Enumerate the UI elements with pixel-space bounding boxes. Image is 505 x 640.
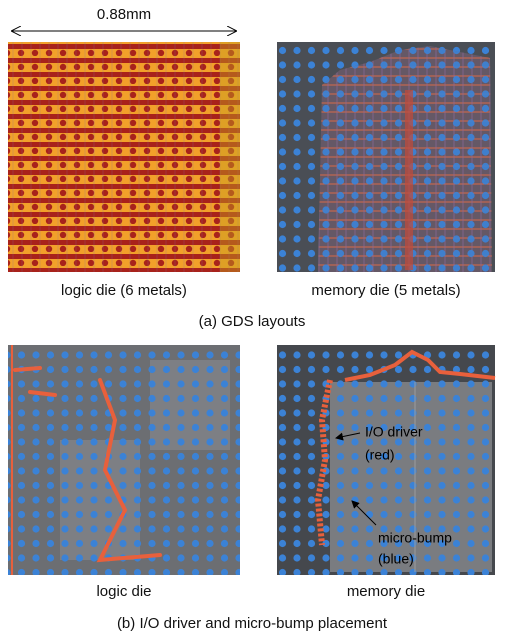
caption: logic die <box>96 583 151 600</box>
caption: logic die (6 metals) <box>61 282 187 299</box>
caption: memory die (5 metals) <box>311 282 460 299</box>
logic-die-placement <box>8 345 240 575</box>
annotation: micro-bump <box>378 530 452 546</box>
annotation-arrow <box>351 500 377 526</box>
panel-caption: (a) GDS layouts <box>199 313 306 330</box>
caption: memory die <box>347 583 425 600</box>
annotation: I/O driver <box>365 424 423 440</box>
memory-die-placement: I/O driver (red) micro-bump (blue) <box>277 345 496 575</box>
scale-label: 0.88mm <box>97 6 151 23</box>
annotation-arrow <box>335 432 361 441</box>
annotation: (red) <box>365 447 395 463</box>
memory-die-gds <box>277 42 495 272</box>
annotation: (blue) <box>378 551 414 567</box>
logic-die-gds <box>8 42 240 272</box>
panel-caption: (b) I/O driver and micro-bump placement <box>117 615 388 632</box>
